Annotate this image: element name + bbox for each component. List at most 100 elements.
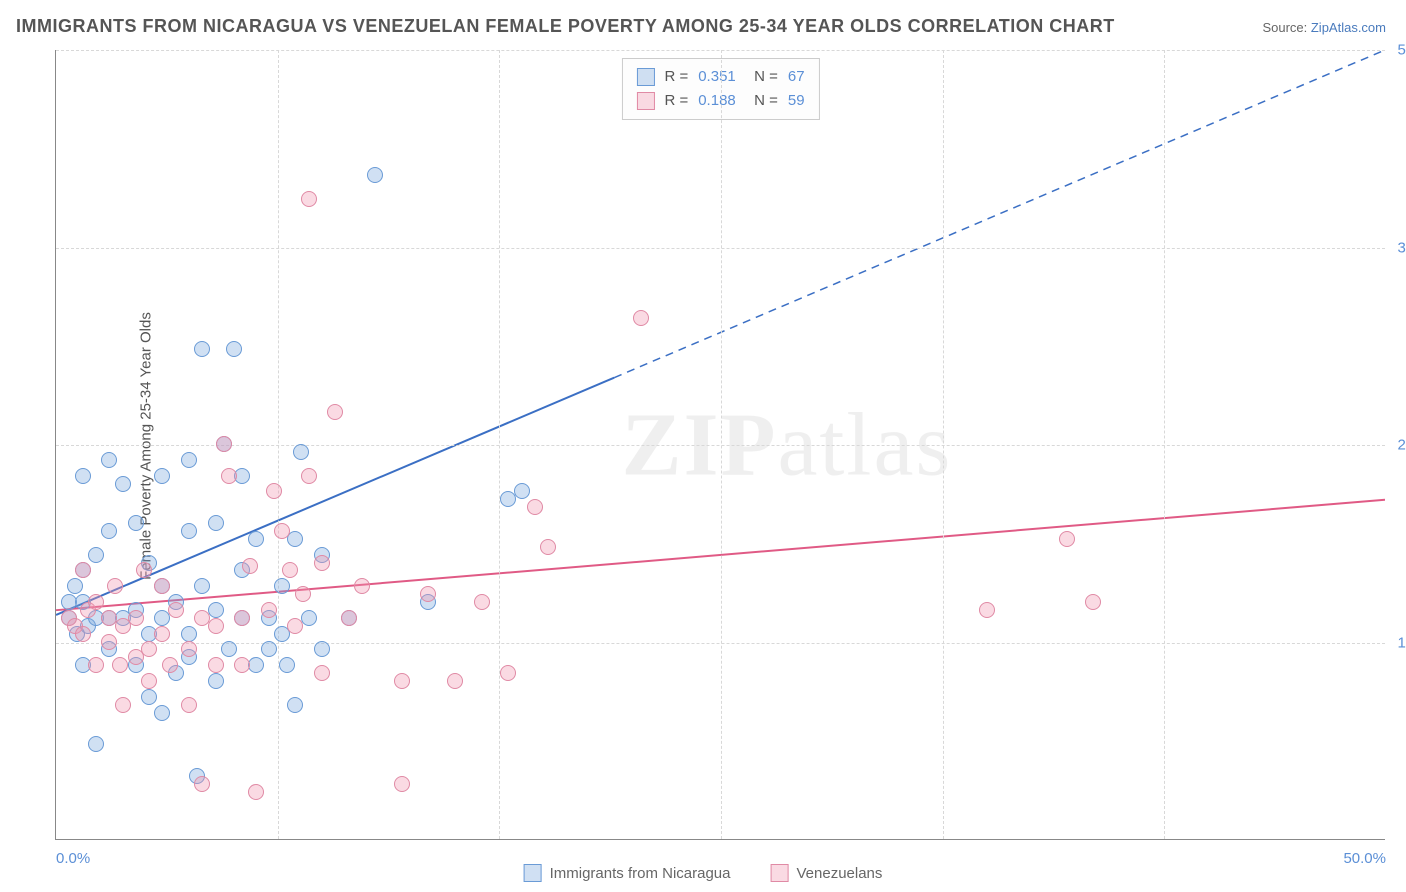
scatter-point [88,657,104,673]
x-tick-label: 50.0% [1343,850,1386,867]
scatter-point [181,697,197,713]
legend-n-value: 67 [788,65,805,89]
legend-r-label: R = [664,65,688,89]
scatter-point [141,689,157,705]
scatter-point [112,657,128,673]
scatter-point [194,776,210,792]
series-legend: Immigrants from Nicaragua Venezuelans [524,864,883,882]
scatter-point [527,499,543,515]
gridline-v [943,50,944,839]
scatter-point [367,167,383,183]
scatter-point [88,547,104,563]
legend-n-value: 59 [788,89,805,113]
scatter-point [282,562,298,578]
legend-series-name: Immigrants from Nicaragua [550,865,731,882]
scatter-point [514,483,530,499]
scatter-point [261,602,277,618]
plot-area: ZIPatlas R = 0.351 N = 67R = 0.188 N = 5… [55,50,1385,840]
y-tick-label: 37.5% [1397,239,1406,256]
scatter-point [248,531,264,547]
scatter-point [181,523,197,539]
legend-series-name: Venezuelans [796,865,882,882]
scatter-point [101,523,117,539]
legend-item: Immigrants from Nicaragua [524,864,731,882]
scatter-point [75,562,91,578]
scatter-point [301,191,317,207]
scatter-point [394,673,410,689]
scatter-point [293,444,309,460]
x-tick-label: 0.0% [56,850,90,867]
legend-swatch [636,92,654,110]
scatter-point [88,594,104,610]
legend-r-label: R = [664,89,688,113]
scatter-point [101,634,117,650]
scatter-point [141,641,157,657]
scatter-point [354,578,370,594]
scatter-point [234,610,250,626]
gridline-v [278,50,279,839]
chart-title: IMMIGRANTS FROM NICARAGUA VS VENEZUELAN … [16,16,1115,37]
legend-r-value: 0.351 [698,65,736,89]
scatter-point [234,657,250,673]
scatter-point [314,665,330,681]
scatter-point [181,641,197,657]
legend-swatch [636,68,654,86]
scatter-point [128,515,144,531]
scatter-point [301,468,317,484]
gridline-v [499,50,500,839]
scatter-point [115,476,131,492]
scatter-point [208,515,224,531]
legend-swatch [524,864,542,882]
scatter-point [221,641,237,657]
legend-swatch [770,864,788,882]
scatter-point [194,578,210,594]
scatter-point [181,626,197,642]
scatter-point [540,539,556,555]
scatter-point [274,578,290,594]
scatter-point [221,468,237,484]
scatter-point [162,657,178,673]
legend-item: Venezuelans [770,864,882,882]
legend-n-label: N = [746,65,778,89]
scatter-point [327,404,343,420]
scatter-point [266,483,282,499]
scatter-point [136,562,152,578]
scatter-point [261,641,277,657]
scatter-point [295,586,311,602]
scatter-point [216,436,232,452]
scatter-point [474,594,490,610]
scatter-point [279,657,295,673]
legend-n-label: N = [746,89,778,113]
scatter-point [101,452,117,468]
scatter-point [394,776,410,792]
scatter-point [226,341,242,357]
scatter-point [979,602,995,618]
gridline-v [721,50,722,839]
scatter-point [194,341,210,357]
scatter-point [154,626,170,642]
scatter-point [274,523,290,539]
scatter-point [154,705,170,721]
scatter-point [75,626,91,642]
scatter-point [1059,531,1075,547]
scatter-point [168,602,184,618]
y-tick-label: 50.0% [1397,42,1406,59]
scatter-point [248,784,264,800]
scatter-point [314,641,330,657]
scatter-point [141,673,157,689]
scatter-point [107,578,123,594]
scatter-point [341,610,357,626]
scatter-point [633,310,649,326]
source-prefix: Source: [1262,20,1310,35]
source-link[interactable]: ZipAtlas.com [1311,20,1386,35]
scatter-point [67,578,83,594]
scatter-point [1085,594,1101,610]
scatter-point [154,468,170,484]
legend-r-value: 0.188 [698,89,736,113]
scatter-point [75,468,91,484]
source-attribution: Source: ZipAtlas.com [1262,20,1386,35]
scatter-point [500,665,516,681]
scatter-point [181,452,197,468]
y-tick-label: 12.5% [1397,634,1406,651]
scatter-point [208,673,224,689]
